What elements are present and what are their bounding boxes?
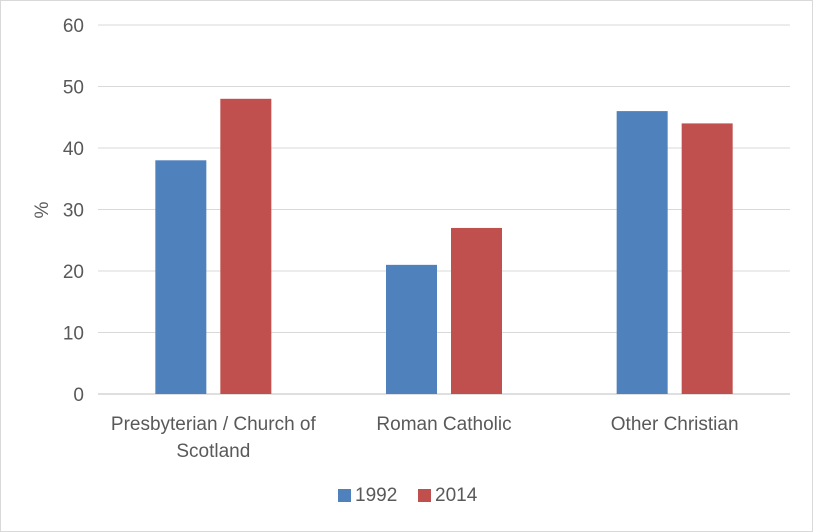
legend-label-1992: 1992 <box>355 485 397 506</box>
bars <box>155 98 733 395</box>
category-label: Other Christian <box>611 414 739 435</box>
category-label: Roman Catholic <box>376 414 511 435</box>
category-label: Scotland <box>176 441 250 462</box>
legend: 1992 2014 <box>338 485 478 506</box>
category-label: Presbyterian / Church of <box>111 414 317 435</box>
legend-swatch-2014 <box>418 489 431 502</box>
y-tick-labels: 0 10 20 30 40 50 60 <box>63 16 84 406</box>
y-axis-label: % <box>32 201 53 218</box>
gridlines <box>98 24 790 395</box>
y-tick-label: 40 <box>63 139 84 160</box>
legend-label-2014: 2014 <box>435 485 478 506</box>
bar-2014-1 <box>451 227 502 394</box>
category-labels: Presbyterian / Church of Scotland Roman Ca… <box>111 414 739 462</box>
bar-1992-1 <box>386 264 437 394</box>
y-tick-label: 20 <box>63 262 84 283</box>
bar-1992-2 <box>616 111 668 394</box>
y-tick-label: 50 <box>63 78 84 99</box>
bar-1992-0 <box>155 160 207 394</box>
bar-2014-0 <box>220 98 272 395</box>
y-tick-label: 60 <box>63 16 84 37</box>
bar-2014-2 <box>681 123 733 395</box>
y-tick-label: 0 <box>73 385 84 406</box>
legend-swatch-1992 <box>338 489 351 502</box>
y-tick-label: 10 <box>63 324 84 345</box>
y-tick-label: 30 <box>63 201 84 222</box>
